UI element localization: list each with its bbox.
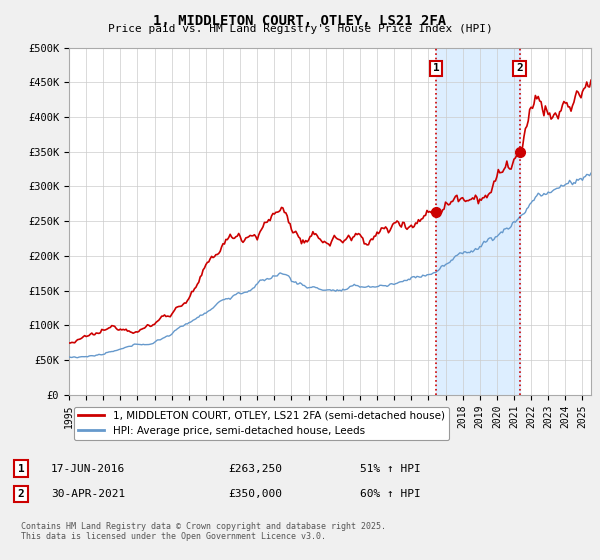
Text: 2: 2 <box>17 489 25 499</box>
Bar <box>436 48 520 395</box>
Text: 30-APR-2021: 30-APR-2021 <box>51 489 125 499</box>
Legend: 1, MIDDLETON COURT, OTLEY, LS21 2FA (semi-detached house), HPI: Average price, s: 1, MIDDLETON COURT, OTLEY, LS21 2FA (sem… <box>74 407 449 440</box>
Text: 17-JUN-2016: 17-JUN-2016 <box>51 464 125 474</box>
Text: 1: 1 <box>17 464 25 474</box>
Text: 60% ↑ HPI: 60% ↑ HPI <box>360 489 421 499</box>
Text: Price paid vs. HM Land Registry's House Price Index (HPI): Price paid vs. HM Land Registry's House … <box>107 24 493 34</box>
Text: Contains HM Land Registry data © Crown copyright and database right 2025.
This d: Contains HM Land Registry data © Crown c… <box>21 522 386 542</box>
Text: 1, MIDDLETON COURT, OTLEY, LS21 2FA: 1, MIDDLETON COURT, OTLEY, LS21 2FA <box>154 14 446 28</box>
Text: 1: 1 <box>433 63 440 73</box>
Text: 51% ↑ HPI: 51% ↑ HPI <box>360 464 421 474</box>
Text: 2: 2 <box>516 63 523 73</box>
Text: £263,250: £263,250 <box>228 464 282 474</box>
Text: £350,000: £350,000 <box>228 489 282 499</box>
